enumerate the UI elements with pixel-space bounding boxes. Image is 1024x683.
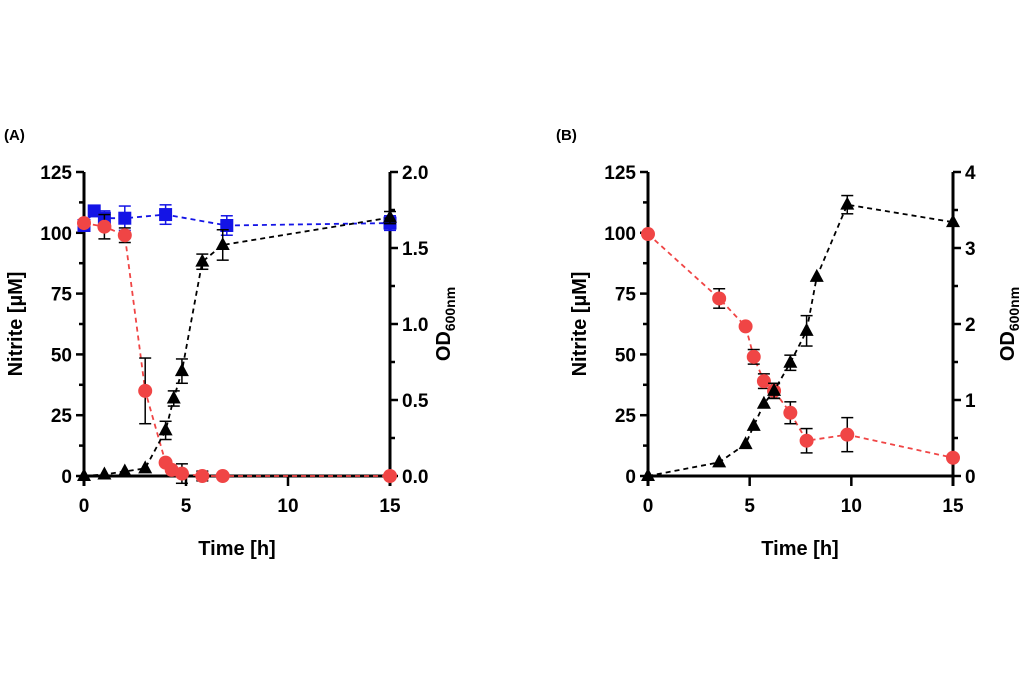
- panel-a-point-circle: [215, 469, 230, 483]
- panel-a-series-circle: [77, 213, 397, 485]
- panel-a-point-triangle: [215, 236, 230, 250]
- panel-a-x-tick-label: 15: [379, 496, 401, 517]
- panel-a-series-triangle: [77, 209, 397, 481]
- panel-b-point-triangle: [641, 468, 655, 481]
- panel-a-point-triangle: [158, 422, 173, 436]
- panel-b-point-circle: [946, 450, 960, 465]
- panel-b-series-triangle: [641, 194, 960, 481]
- panel-b-point-triangle: [712, 454, 727, 468]
- panel-b-point-triangle: [783, 354, 798, 368]
- panel-a-point-circle: [138, 383, 153, 398]
- panel-b-point-circle: [712, 291, 727, 306]
- panel-b-y-tick-label: 25: [615, 406, 637, 427]
- panel-a-y2-tick-label: 0.0: [402, 467, 428, 488]
- panel-b-x-tick-label: 5: [744, 496, 755, 517]
- panel-a-y-tick-label: 125: [40, 163, 72, 184]
- panel-a-y2-tick-label: 1.5: [402, 239, 429, 260]
- panel-b-y-tick-label: 75: [615, 285, 637, 306]
- panel-a-y-tick-label: 25: [51, 406, 73, 427]
- panel-b-y2-tick-label: 3: [965, 239, 976, 260]
- panel-a-point-square: [159, 208, 173, 222]
- panel-a-point-triangle: [195, 253, 210, 267]
- panel-b-axes: 0 25 50 75 100 125 0 1 2 3 4 0 5 10 15: [604, 163, 976, 517]
- panel-b-series-line: [647, 233, 954, 459]
- panel-a-label: (A): [4, 127, 25, 144]
- panel-a-point-triangle: [138, 460, 153, 474]
- panel-b-x-tick-label: 10: [841, 496, 862, 517]
- panel-b-x-axis-title: Time [h]: [761, 538, 838, 560]
- panel-a-point-circle: [195, 469, 210, 483]
- panel-b-y-tick-label: 0: [625, 467, 636, 488]
- panel-b-point-triangle: [946, 214, 960, 228]
- panel-b-y-axis-title: Nitrite [µM]: [569, 272, 591, 377]
- panel-b-point-circle: [738, 319, 753, 334]
- panel-b-label: (B): [556, 127, 577, 144]
- panel-b-y2-tick-label: 4: [965, 163, 976, 184]
- panel-b-point-triangle: [809, 268, 824, 282]
- panel-b-series-circle: [641, 227, 960, 465]
- panel-b-point-triangle: [756, 395, 771, 409]
- panel-a-x-tick-label: 0: [79, 496, 90, 517]
- panel-a-plot: [77, 204, 397, 485]
- panel-b-point-circle: [746, 349, 761, 364]
- panel-a-point-triangle: [117, 463, 132, 477]
- panel-b-point-circle: [641, 227, 655, 242]
- panel-a-point-triangle: [166, 390, 181, 404]
- panel-a-y2-tick-label: 2.0: [402, 163, 428, 184]
- panel-a-y-tick-label: 75: [51, 285, 73, 306]
- panel-b-point-circle: [756, 374, 771, 389]
- panel-a-point-circle: [97, 219, 112, 234]
- panel-a-point-triangle: [174, 363, 189, 377]
- panel-b-y2-axis-title: OD600nm: [997, 287, 1022, 361]
- panel-a-x-tick-label: 10: [277, 496, 298, 517]
- panel-a-y2-axis-title: OD600nm: [433, 287, 458, 361]
- panel-b-point-triangle: [746, 417, 761, 431]
- panel-b: (B) 0 25 50 75 100 125 0 1 2 3 4 0 5 10 15 Time [h] Ni…: [556, 127, 1022, 560]
- panel-b-x-tick-label: 0: [643, 496, 654, 517]
- panel-a-y2-title-main: OD: [433, 331, 455, 361]
- panel-a-x-tick-label: 5: [181, 496, 192, 517]
- panel-b-series-line: [647, 203, 954, 477]
- panel-a-y2-tick-label: 1.0: [402, 315, 428, 336]
- panel-b-point-circle: [799, 433, 814, 448]
- panel-a-point-square: [118, 211, 132, 225]
- panel-a-point-triangle: [97, 466, 112, 480]
- panel-a-series-line: [83, 222, 390, 477]
- panel-a-y-tick-label: 100: [40, 224, 72, 245]
- panel-a-point-circle: [383, 469, 397, 483]
- panel-b-y2-title-sub: 600nm: [1006, 287, 1022, 331]
- panel-b-y2-tick-label: 1: [965, 391, 976, 412]
- panel-b-point-circle: [783, 405, 798, 420]
- panel-b-point-circle: [840, 427, 855, 442]
- panel-b-y-tick-label: 50: [615, 345, 636, 366]
- panel-a-point-circle: [174, 466, 189, 481]
- panel-b-y2-tick-label: 0: [965, 467, 976, 488]
- panel-a-y-tick-label: 0: [61, 467, 72, 488]
- panel-b-y2-tick-label: 2: [965, 315, 976, 336]
- panel-b-y2-title-main: OD: [997, 331, 1019, 361]
- panel-b-y-tick-label: 125: [604, 163, 636, 184]
- panel-a-x-axis-title: Time [h]: [198, 538, 275, 560]
- panel-a-point-square: [220, 219, 234, 233]
- panel-a-point-circle: [117, 228, 132, 243]
- panel-b-y-tick-label: 100: [604, 224, 636, 245]
- panel-a-y2-tick-label: 0.5: [402, 391, 429, 412]
- panel-a-y-tick-label: 50: [51, 345, 72, 366]
- panel-b-x-tick-label: 15: [942, 496, 964, 517]
- panel-a: (A) 0 25 50 75 100 125 0.0 0.5 1.0 1.5 2.0 0 5 10 15 T…: [4, 127, 458, 560]
- panel-a-point-circle: [77, 216, 91, 231]
- panel-a-point-triangle: [383, 209, 397, 223]
- panel-a-y2-title-sub: 600nm: [442, 287, 458, 331]
- panel-a-point-triangle: [77, 468, 91, 481]
- panel-b-point-triangle: [738, 436, 753, 450]
- panel-b-point-triangle: [799, 322, 814, 336]
- panel-b-point-triangle: [767, 382, 782, 396]
- panel-b-plot: [641, 194, 960, 481]
- panel-b-point-triangle: [840, 196, 855, 210]
- panel-a-y-axis-title: Nitrite [µM]: [5, 272, 27, 377]
- panel-a-point-square: [87, 204, 101, 218]
- panel-a-series-line: [83, 216, 391, 477]
